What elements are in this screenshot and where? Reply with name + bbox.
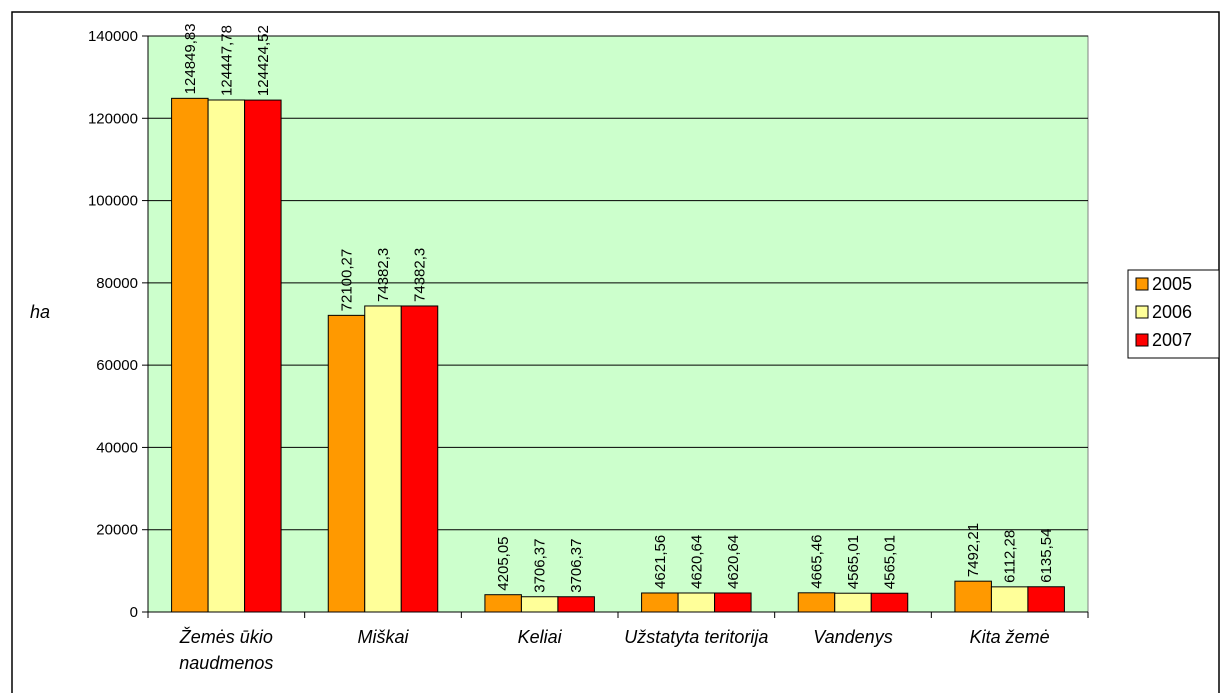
- bar: [171, 97, 209, 613]
- bar: [954, 580, 992, 613]
- bar: [797, 592, 836, 613]
- legend-label: 2006: [1152, 302, 1192, 322]
- data-label: 6112,28: [1002, 530, 1019, 583]
- data-label: 6135,54: [1038, 529, 1055, 583]
- bar: [990, 586, 1029, 613]
- y-tick-label: 60000: [96, 357, 138, 374]
- bar: [484, 594, 522, 613]
- legend-label: 2005: [1152, 274, 1192, 294]
- y-axis-label: ha: [30, 302, 50, 322]
- data-label: 74382,3: [412, 248, 429, 302]
- data-label: 4620,64: [725, 535, 742, 589]
- data-label: 72100,27: [339, 249, 356, 312]
- bar: [714, 592, 752, 613]
- bar: [641, 592, 679, 613]
- bar: [364, 305, 402, 613]
- data-label: 4565,01: [845, 535, 862, 589]
- data-label: 74382,3: [375, 248, 392, 302]
- legend-swatch: [1135, 333, 1149, 347]
- data-label: 7492,21: [965, 523, 982, 577]
- bar: [244, 99, 282, 613]
- legend-swatch: [1135, 277, 1149, 291]
- data-label: 3706,37: [568, 539, 585, 593]
- bar: [557, 596, 595, 613]
- data-label: 4621,56: [652, 535, 669, 589]
- y-tick-label: 100000: [88, 193, 138, 210]
- y-tick-label: 80000: [96, 275, 138, 292]
- bar: [400, 305, 439, 613]
- data-label: 4205,05: [495, 536, 512, 590]
- bar: [834, 592, 872, 613]
- x-tick-label: Kita žemė: [969, 627, 1050, 647]
- y-tick-label: 140000: [88, 28, 138, 45]
- x-tick-label: Užstatyta teritorija: [624, 627, 769, 647]
- bar: [677, 592, 716, 613]
- legend-label: 2007: [1152, 330, 1192, 350]
- x-tick-label: Žemės ūkio naudmenos: [179, 627, 274, 673]
- x-tick-label: Vandenys: [813, 627, 893, 647]
- data-label: 124447,78: [218, 25, 235, 96]
- data-label: 3706,37: [532, 539, 549, 593]
- data-label: 124424,52: [255, 25, 272, 96]
- bar: [520, 596, 559, 613]
- data-label: 4665,46: [809, 535, 826, 589]
- y-tick-label: 0: [130, 604, 138, 621]
- x-tick-label: Keliai: [517, 627, 562, 647]
- bar: [1027, 586, 1065, 613]
- y-tick-label: 40000: [96, 439, 138, 456]
- y-tick-label: 120000: [88, 110, 138, 127]
- data-label: 4565,01: [882, 535, 899, 589]
- legend-swatch: [1135, 305, 1149, 319]
- plot-area: [147, 35, 1089, 613]
- y-tick-label: 20000: [96, 522, 138, 539]
- bar: [207, 99, 246, 613]
- x-tick-label: Miškai: [357, 627, 409, 647]
- data-label: 124849,83: [182, 23, 199, 94]
- bar: [870, 592, 909, 613]
- bar: [327, 314, 366, 613]
- data-label: 4620,64: [688, 535, 705, 589]
